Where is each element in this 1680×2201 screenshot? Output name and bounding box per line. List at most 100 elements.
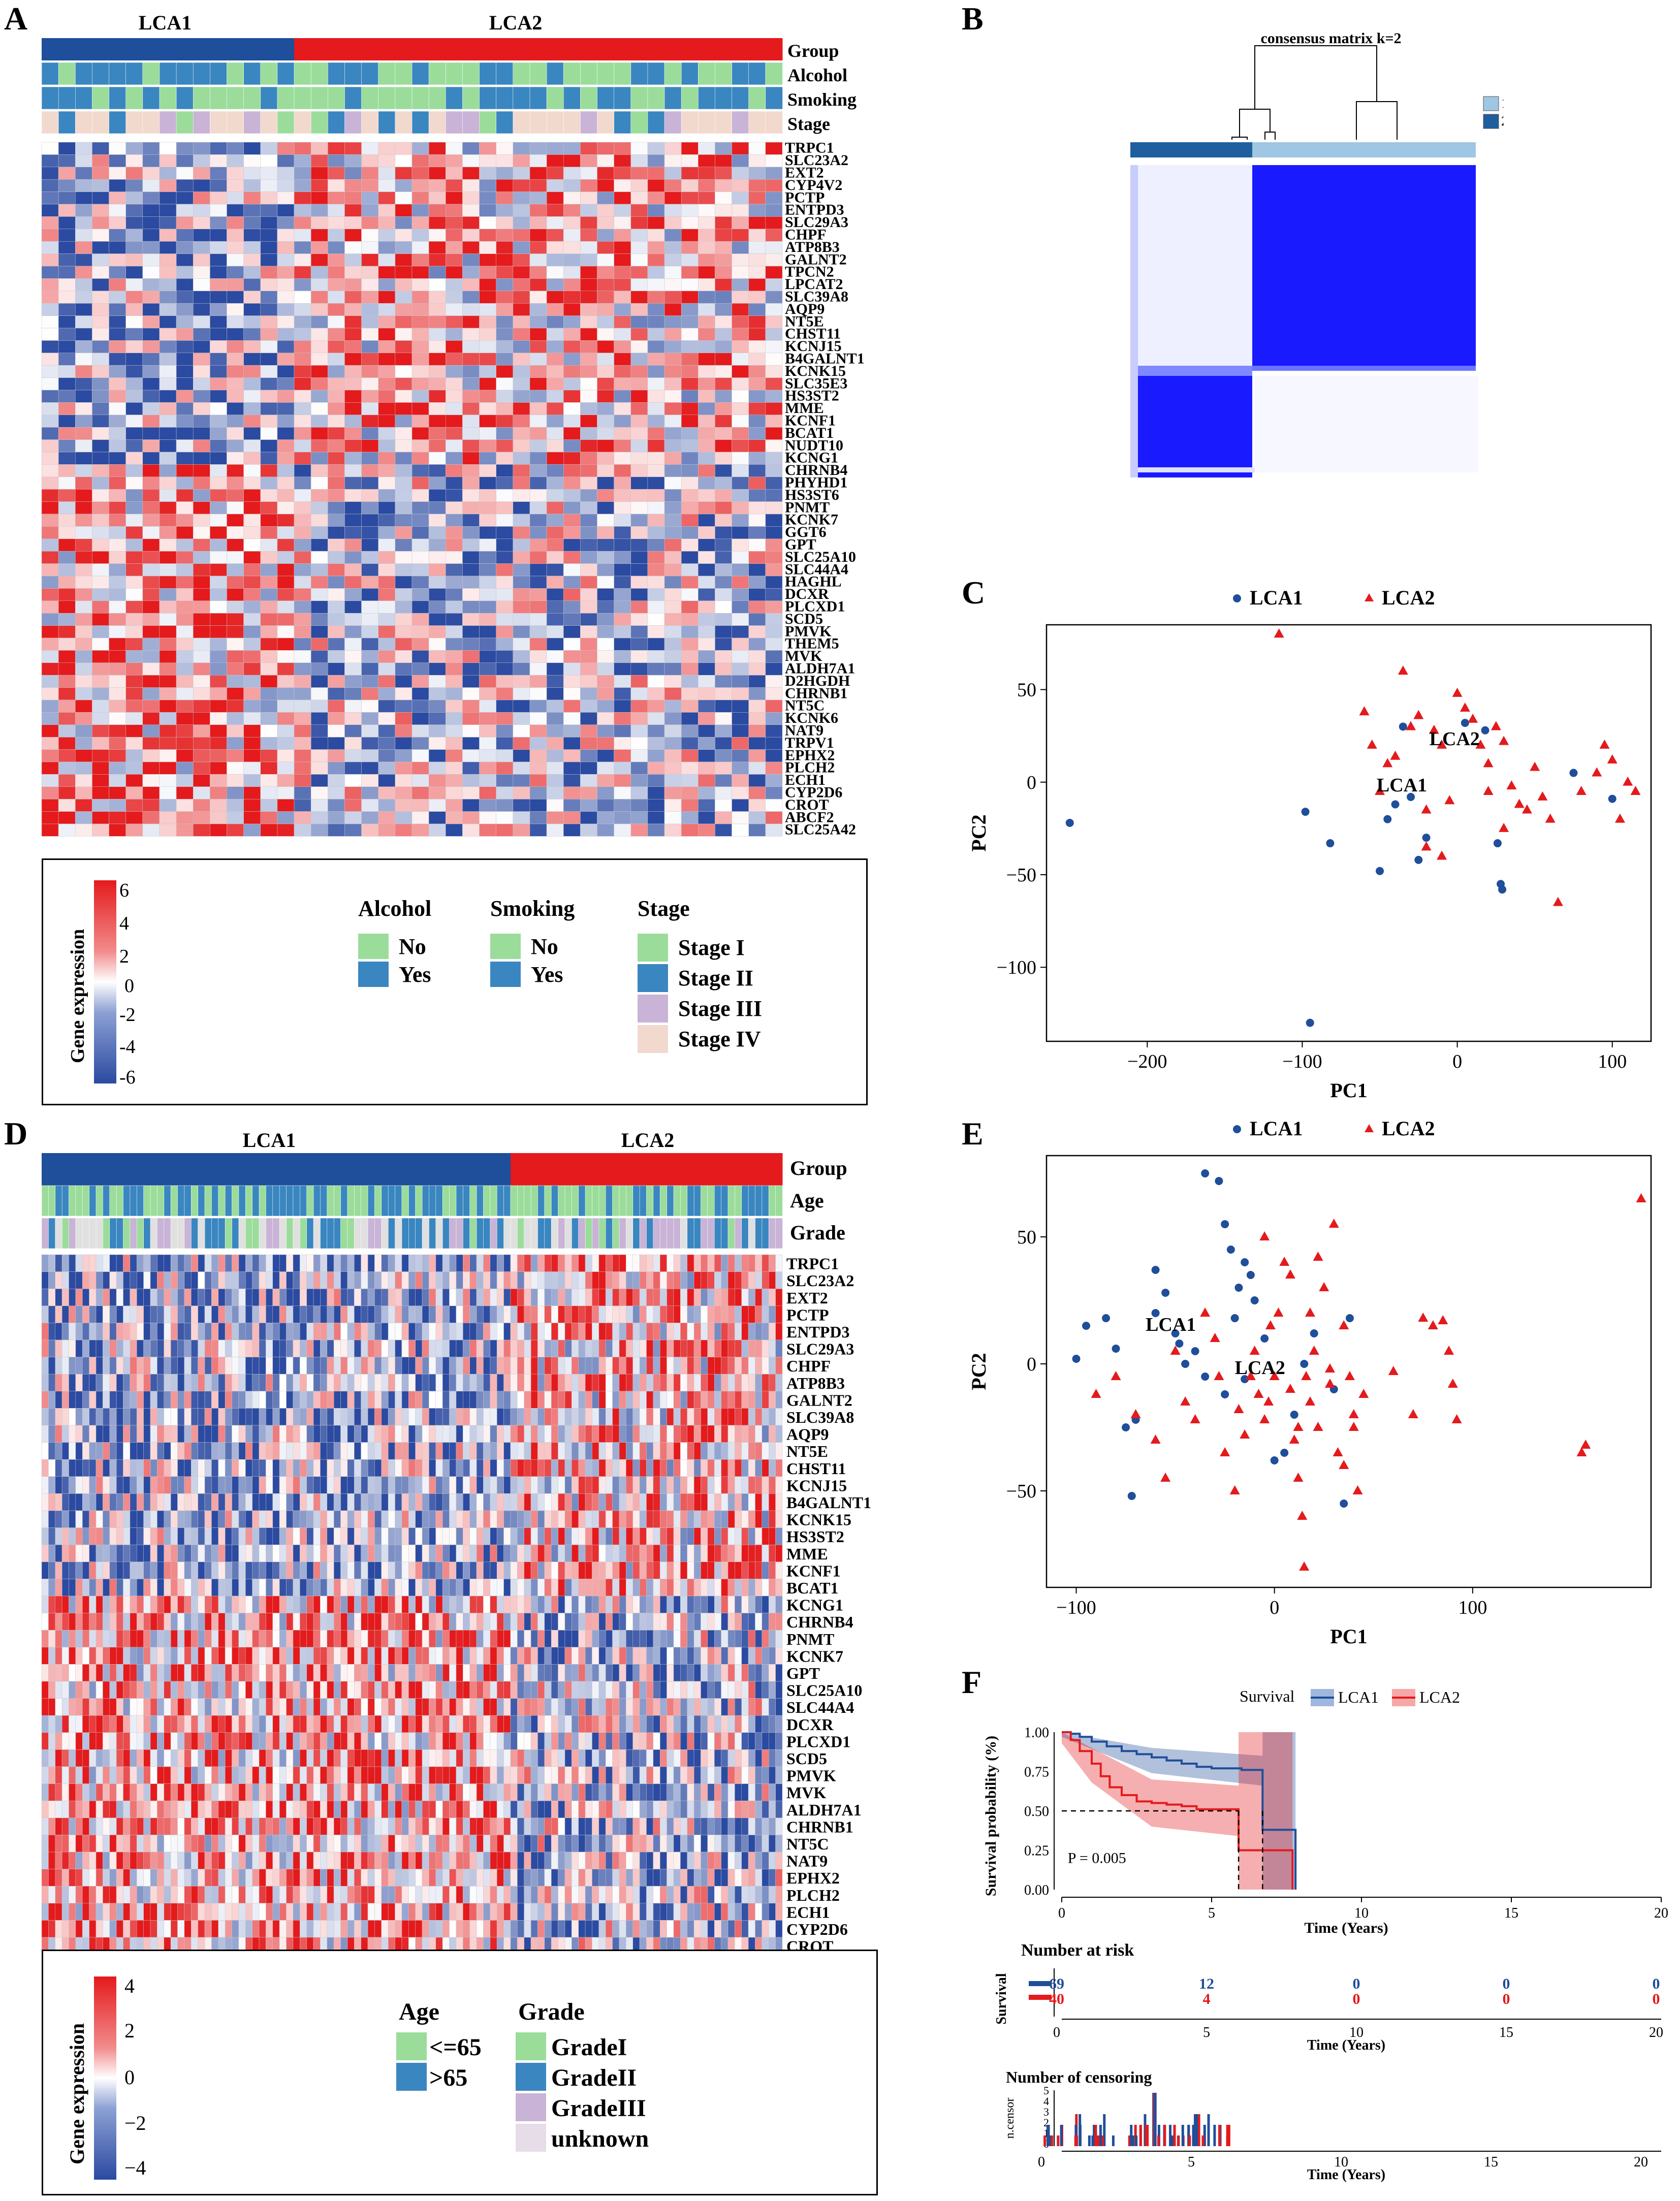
- heatmap-cell: [748, 1408, 755, 1426]
- heatmap-cell: [490, 1305, 497, 1323]
- annotation-cell: [193, 62, 211, 85]
- heatmap-cell: [513, 464, 530, 477]
- heatmap-cell: [483, 1305, 491, 1323]
- heatmap-cell: [157, 1408, 165, 1426]
- heatmap-cell: [546, 142, 564, 155]
- heatmap-cell: [277, 216, 295, 230]
- heatmap-cell: [442, 1339, 450, 1357]
- heatmap-cell: [286, 1254, 294, 1272]
- heatmap-cell: [614, 204, 631, 217]
- heatmap-cell: [157, 1459, 165, 1477]
- heatmap-cell: [664, 142, 682, 155]
- heatmap-cell: [395, 761, 413, 775]
- heatmap-cell: [48, 1527, 56, 1545]
- heatmap-cell: [748, 216, 766, 230]
- heatmap-cell: [294, 439, 311, 453]
- heatmap-cell: [378, 675, 396, 688]
- heatmap-cell: [647, 799, 665, 812]
- heatmap-cell: [647, 551, 665, 564]
- heatmap-cell: [159, 699, 177, 713]
- heatmap-cell: [374, 1339, 382, 1357]
- heatmap-cell: [462, 266, 480, 279]
- heatmap-cell: [563, 786, 581, 800]
- gene-label: ATP8B3: [785, 239, 840, 256]
- heatmap-cell: [765, 526, 783, 539]
- heatmap-cell: [344, 576, 362, 589]
- heatmap-cell: [435, 1527, 443, 1545]
- heatmap-cell: [260, 786, 278, 800]
- annotation-cell: [125, 86, 143, 110]
- heatmap-cell: [765, 625, 783, 639]
- legend-label-lca1: LCA1: [1250, 586, 1303, 609]
- heatmap-cell: [748, 278, 766, 292]
- heatmap-cell: [597, 266, 614, 279]
- heatmap-cell: [193, 600, 210, 614]
- heatmap-cell: [614, 774, 631, 787]
- heatmap-cell: [320, 1374, 328, 1392]
- heatmap-cell: [310, 749, 328, 762]
- data-point-lca2: [1390, 750, 1401, 760]
- heatmap-cell: [732, 154, 749, 168]
- heatmap-cell: [75, 576, 92, 589]
- heatmap-cell: [748, 1459, 755, 1477]
- heatmap-cell: [381, 1323, 389, 1341]
- heatmap-cell: [580, 315, 597, 329]
- heatmap-cell: [193, 427, 210, 440]
- heatmap-cell: [92, 414, 109, 428]
- heatmap-cell: [463, 1254, 470, 1272]
- heatmap-cell: [191, 1476, 198, 1494]
- annotation-cell: [294, 111, 311, 134]
- heatmap-cell: [687, 1425, 694, 1443]
- heatmap-cell: [293, 1391, 300, 1409]
- heatmap-cell: [260, 328, 278, 341]
- annotation-cell: [748, 86, 766, 110]
- heatmap-cell: [227, 774, 244, 787]
- heatmap-cell: [82, 1510, 89, 1528]
- heatmap-cell: [701, 1493, 708, 1511]
- heatmap-cell: [243, 749, 261, 762]
- heatmap-cell: [48, 1357, 56, 1375]
- heatmap-cell: [125, 551, 143, 564]
- heatmap-cell: [75, 1254, 83, 1272]
- annotation-cell: [75, 1218, 83, 1249]
- heatmap-cell: [727, 1357, 735, 1375]
- heatmap-cell: [563, 712, 581, 725]
- heatmap-cell: [198, 1408, 205, 1426]
- heatmap-cell: [490, 1391, 497, 1409]
- heatmap-cell: [48, 1323, 56, 1341]
- heatmap-cell: [259, 1408, 266, 1426]
- heatmap-cell: [503, 1305, 511, 1323]
- heatmap-cell: [496, 476, 514, 490]
- annotation-cell: [109, 1218, 117, 1249]
- heatmap-cell: [294, 600, 311, 614]
- heatmap-cell: [715, 377, 732, 391]
- heatmap-cell: [61, 1374, 69, 1392]
- heatmap-cell: [176, 353, 194, 366]
- data-point-lca1: [1461, 719, 1469, 727]
- gene-label: LPCAT2: [785, 276, 843, 293]
- heatmap-cell: [698, 414, 715, 428]
- heatmap-cell: [558, 1408, 565, 1426]
- heatmap-cell: [193, 452, 210, 465]
- heatmap-cell: [449, 1271, 457, 1289]
- heatmap-cell: [395, 167, 413, 180]
- heatmap-cell: [191, 1408, 198, 1426]
- heatmap-cell: [632, 1323, 640, 1341]
- heatmap-cell: [732, 774, 749, 787]
- heatmap-cell: [619, 1493, 626, 1511]
- annotation-cell: [755, 1218, 763, 1249]
- heatmap-cell: [544, 1510, 552, 1528]
- heatmap-cell: [327, 1476, 334, 1494]
- heatmap-cell: [659, 1408, 667, 1426]
- heatmap-cell: [612, 1476, 620, 1494]
- heatmap-cell: [401, 1305, 409, 1323]
- heatmap-cell: [462, 476, 480, 490]
- heatmap-cell: [164, 1408, 171, 1426]
- heatmap-cell: [748, 402, 766, 416]
- heatmap-cell: [435, 1323, 443, 1341]
- heatmap-cell: [483, 1254, 491, 1272]
- heatmap-cell: [328, 278, 345, 292]
- heatmap-cell: [614, 315, 631, 329]
- heatmap-cell: [732, 737, 749, 750]
- heatmap-cell: [664, 167, 682, 180]
